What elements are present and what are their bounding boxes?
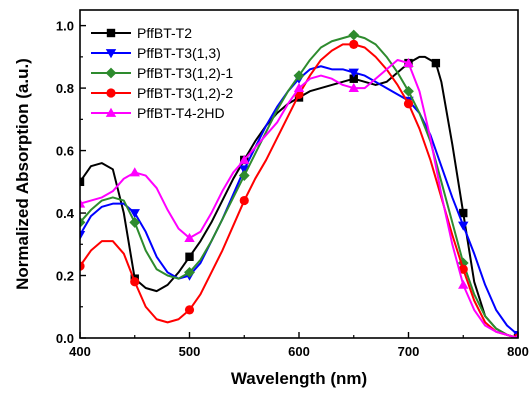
data-point (349, 39, 359, 49)
legend-item: PffBT-T2 (91, 25, 192, 41)
legend-item: PffBT-T3(1,2)-1 (91, 65, 233, 81)
data-point (129, 167, 140, 177)
legend-marker (106, 28, 116, 38)
series-5 (80, 57, 518, 338)
data-point (239, 165, 250, 175)
y-tick-label: 0.4 (56, 206, 75, 221)
legend-label: PffBT-T3(1,2)-2 (137, 85, 233, 101)
data-point (348, 68, 359, 78)
data-point (403, 85, 414, 97)
y-tick-label: 0.2 (56, 269, 74, 284)
data-point (348, 82, 359, 92)
series-layer (80, 29, 518, 338)
data-point (431, 58, 441, 68)
legend-label: PffBT-T2 (137, 25, 192, 41)
legend-item: PffBT-T4-2HD (91, 105, 225, 121)
legend-marker (105, 107, 117, 117)
data-point (458, 221, 469, 231)
data-point (403, 57, 414, 68)
data-point (457, 257, 469, 269)
legend-label: PffBT-T3(1,3) (137, 45, 221, 61)
data-point (184, 305, 195, 315)
data-point (129, 209, 140, 219)
data-point (239, 195, 249, 206)
y-tick-label: 1.0 (56, 19, 74, 34)
data-point (238, 170, 250, 181)
data-point (184, 232, 195, 242)
data-point (349, 74, 358, 83)
legend-item: PffBT-T3(1,3) (91, 45, 221, 61)
data-point (458, 279, 469, 289)
data-point (130, 277, 140, 287)
legend-marker (105, 49, 117, 59)
y-axis-ticks: 0.0 0.2 0.4 0.6 0.8 1.0 (56, 19, 86, 346)
legend-item: PffBT-T3(1,2)-2 (91, 85, 233, 101)
data-point (239, 154, 250, 164)
data-point (348, 29, 360, 41)
data-point (459, 208, 468, 218)
y-tick-label: 0.6 (56, 144, 74, 159)
x-tick-label: 400 (69, 344, 91, 359)
x-tick-label: 800 (507, 344, 529, 359)
data-point (80, 217, 86, 228)
y-tick-label: 0.0 (56, 331, 74, 346)
data-point (185, 252, 194, 261)
series-line (80, 55, 518, 338)
legend-marker (106, 88, 116, 98)
legend-marker (105, 67, 117, 79)
data-point (293, 82, 305, 92)
x-axis-title: Wavelength (nm) (231, 369, 367, 388)
data-point (80, 198, 86, 208)
data-point (458, 264, 468, 274)
legend: PffBT-T2 PffBT-T3(1,3) PffBT-T3(1,2)-1 PffB… (91, 25, 233, 121)
y-tick-label: 0.8 (56, 81, 74, 96)
x-axis-ticks: 400 500 600 700 800 (69, 332, 529, 359)
y-axis-title: Normalized Absorption (a.u.) (13, 58, 32, 290)
legend-label: PffBT-T4-2HD (137, 105, 225, 121)
data-point (80, 261, 85, 271)
data-point (129, 217, 141, 228)
data-point (403, 99, 414, 109)
legend-label: PffBT-T3(1,2)-1 (137, 65, 233, 81)
data-point (80, 231, 86, 241)
x-tick-label: 700 (398, 344, 420, 359)
data-point (184, 267, 195, 278)
x-tick-label: 600 (288, 344, 310, 359)
data-point (293, 70, 305, 81)
x-tick-label: 500 (179, 344, 201, 359)
